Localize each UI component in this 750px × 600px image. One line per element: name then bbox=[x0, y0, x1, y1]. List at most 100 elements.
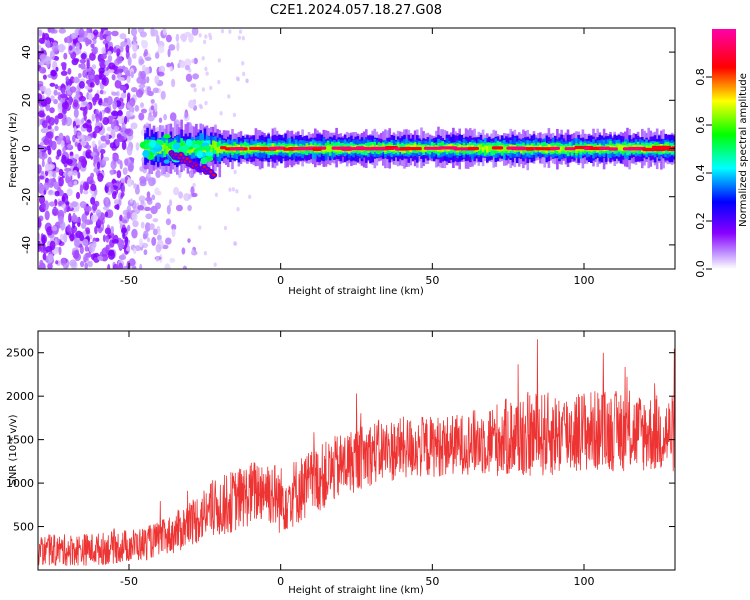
noise-blob bbox=[92, 46, 98, 55]
noise-blob bbox=[158, 117, 163, 123]
signal-band-cell bbox=[220, 146, 224, 153]
noise-blob bbox=[181, 247, 186, 255]
noise-blob bbox=[110, 225, 115, 234]
noise-blob bbox=[143, 249, 148, 256]
snr-y-ticks: 500 1000 1500 2000 2500 bbox=[6, 347, 675, 534]
noise-blob bbox=[156, 225, 161, 232]
noise-blob bbox=[129, 97, 136, 107]
noise-blob bbox=[193, 57, 198, 65]
noise-blob bbox=[73, 108, 79, 118]
noise-blob bbox=[77, 171, 81, 179]
noise-blob bbox=[188, 99, 195, 109]
noise-blob bbox=[201, 87, 205, 92]
noise-blob bbox=[124, 128, 131, 135]
noise-blob bbox=[49, 50, 56, 60]
noise-blob bbox=[129, 198, 134, 204]
noise-blob bbox=[124, 158, 129, 166]
noise-blob bbox=[68, 45, 73, 51]
noise-blob bbox=[131, 228, 138, 239]
noise-blob bbox=[74, 153, 80, 160]
noise-blob bbox=[41, 202, 46, 208]
signal-band-cell bbox=[146, 146, 149, 153]
noise-blob bbox=[90, 43, 95, 49]
signal-band-cell bbox=[579, 146, 583, 152]
noise-blob bbox=[188, 195, 192, 200]
noise-blob bbox=[92, 97, 97, 106]
noise-blob bbox=[108, 62, 116, 70]
signal-blob bbox=[179, 145, 190, 152]
snr-panel: -50 0 50 100 500 1000 1500 2000 2500 Height of … bbox=[6, 330, 676, 596]
noise-blob bbox=[65, 76, 69, 83]
noise-blob bbox=[168, 44, 176, 51]
noise-blob bbox=[115, 138, 120, 147]
noise-blob bbox=[146, 76, 150, 84]
noise-blob bbox=[164, 263, 171, 269]
noise-blob bbox=[187, 238, 191, 244]
signal-band-cell bbox=[163, 143, 166, 149]
y-tick-label: 2000 bbox=[6, 390, 34, 403]
noise-blob bbox=[93, 154, 99, 162]
noise-blob bbox=[38, 183, 45, 194]
noise-blob bbox=[201, 56, 205, 61]
noise-blob bbox=[112, 191, 117, 200]
noise-blob bbox=[134, 104, 139, 112]
spectrogram-panel: -50 0 50 100 -40 -20 0 20 40 Height of straight… bbox=[8, 27, 676, 297]
noise-blob bbox=[38, 29, 43, 37]
noise-blob bbox=[157, 45, 165, 54]
noise-blob bbox=[232, 112, 236, 118]
noise-blob bbox=[156, 234, 162, 241]
x-tick-label: -50 bbox=[120, 274, 138, 287]
noise-blob bbox=[56, 137, 62, 145]
noise-blob bbox=[145, 213, 153, 220]
noise-blob bbox=[45, 88, 52, 97]
noise-blob bbox=[140, 200, 145, 205]
signal-blob bbox=[163, 134, 171, 139]
noise-blob bbox=[73, 180, 78, 186]
noise-blob bbox=[169, 257, 176, 263]
noise-blob bbox=[203, 39, 207, 45]
y-tick-label: 500 bbox=[13, 521, 34, 534]
noise-blob bbox=[39, 66, 46, 74]
noise-blob bbox=[60, 257, 67, 267]
noise-blob bbox=[119, 33, 127, 40]
noise-blob bbox=[70, 225, 78, 234]
noise-blob bbox=[58, 28, 66, 34]
noise-blob bbox=[104, 107, 111, 114]
noise-blob bbox=[79, 184, 83, 195]
noise-blob bbox=[154, 102, 158, 113]
noise-blob bbox=[140, 39, 145, 47]
noise-blob bbox=[54, 56, 59, 61]
noise-blob bbox=[53, 181, 59, 186]
signal-core bbox=[467, 146, 479, 151]
signal-band-cell bbox=[479, 144, 483, 150]
signal-band-cell bbox=[628, 143, 631, 150]
noise-blob bbox=[38, 117, 41, 127]
noise-blob bbox=[85, 149, 93, 159]
snr-x-ticks: -50 0 50 100 bbox=[120, 331, 595, 588]
noise-blob bbox=[198, 33, 202, 38]
noise-blob bbox=[86, 176, 94, 185]
noise-blob bbox=[228, 29, 232, 34]
signal-blob bbox=[163, 159, 170, 164]
noise-blob bbox=[65, 158, 73, 165]
noise-blob bbox=[82, 123, 89, 129]
noise-blob bbox=[82, 238, 89, 247]
noise-blob bbox=[241, 36, 245, 41]
noise-blob bbox=[45, 246, 53, 253]
noise-blob bbox=[105, 30, 112, 36]
noise-blob bbox=[87, 32, 95, 40]
signal-band-cell bbox=[326, 145, 330, 152]
noise-blob bbox=[105, 182, 114, 188]
signal-blob bbox=[192, 144, 200, 149]
noise-blob bbox=[101, 77, 107, 86]
noise-blob bbox=[241, 61, 245, 66]
noise-blob bbox=[45, 115, 51, 124]
noise-blob bbox=[121, 122, 126, 132]
noise-blob bbox=[152, 218, 159, 223]
signal-branch-core bbox=[202, 165, 207, 169]
noise-blob bbox=[60, 62, 67, 67]
signal-band-cell bbox=[271, 143, 275, 151]
noise-blob bbox=[204, 100, 208, 106]
signal-band-cell bbox=[422, 145, 425, 153]
